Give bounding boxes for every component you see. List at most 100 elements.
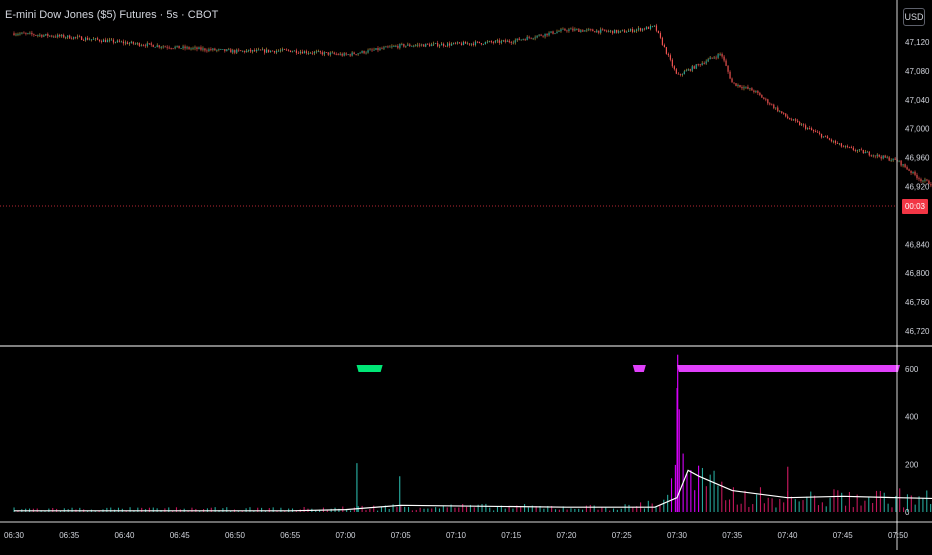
candle-body [620, 31, 621, 32]
volume-bar [617, 510, 618, 512]
volume-tick-label: 200 [905, 460, 919, 469]
candle-body [676, 69, 677, 74]
candle-body [234, 50, 235, 53]
volume-bar [748, 507, 749, 512]
candle-body [427, 44, 428, 45]
candle-body [626, 32, 627, 33]
volume-bar [412, 510, 413, 512]
candle-body [704, 63, 705, 64]
candle-body [449, 43, 450, 45]
candle-body [576, 29, 577, 30]
candle-body [361, 51, 362, 53]
candle-body [15, 35, 16, 36]
candle-body [278, 51, 279, 52]
candle-body [493, 42, 494, 43]
candle-body [318, 51, 319, 52]
volume-bar [408, 507, 409, 512]
candle-body [578, 29, 579, 32]
candle-body [817, 132, 818, 133]
candle-body [542, 36, 543, 37]
candle-body [19, 34, 20, 35]
candle-body [431, 44, 432, 46]
candle-body [288, 50, 289, 51]
volume-bar [594, 506, 595, 512]
candle-body [801, 124, 802, 125]
candle-body [805, 125, 806, 129]
candle-body [143, 45, 144, 46]
candle-body [123, 42, 124, 44]
volume-bar [64, 508, 65, 512]
time-tick-label: 06:55 [280, 531, 301, 540]
candle-body [628, 31, 629, 32]
candle-body [375, 48, 376, 50]
candle-body [729, 72, 730, 79]
candle-body [328, 52, 329, 54]
volume-bar [644, 508, 645, 512]
candle-body [385, 47, 386, 48]
candle-body [113, 40, 114, 43]
candle-body [21, 33, 22, 34]
volume-bar [269, 508, 270, 512]
candle-body [644, 29, 645, 30]
candle-body [841, 143, 842, 146]
volume-bar [663, 500, 664, 512]
volume-bar [725, 500, 726, 512]
candle-body [811, 128, 812, 130]
candle-body [568, 29, 569, 31]
candle-body [340, 54, 341, 55]
volume-bar [686, 474, 687, 512]
volume-bar [884, 493, 885, 512]
candle-body [773, 105, 774, 109]
candle-body [688, 69, 689, 70]
candle-body [825, 136, 826, 137]
candle-body [606, 31, 607, 32]
candle-body [423, 45, 424, 47]
candle-body [256, 50, 257, 51]
candle-body [761, 95, 762, 98]
candle-body [258, 50, 259, 51]
candle-body [572, 29, 573, 31]
candle-body [176, 46, 177, 47]
volume-bar [625, 504, 626, 512]
candle-body [41, 35, 42, 37]
candle-body [827, 136, 828, 138]
candle-body [451, 44, 452, 46]
candle-body [831, 140, 832, 142]
symbol-title: E-mini Dow Jones ($5) Futures · 5s · CBO… [5, 9, 218, 21]
volume-bar [845, 506, 846, 512]
candle-body [741, 87, 742, 88]
candle-body [797, 121, 798, 122]
candle-body [135, 44, 136, 45]
candle-body [240, 50, 241, 51]
candle-body [354, 53, 355, 55]
volume-bar [791, 497, 792, 512]
candle-body [554, 33, 555, 34]
candle-body [710, 58, 711, 60]
candle-body [226, 49, 227, 51]
time-tick-label: 07:35 [722, 531, 743, 540]
candle-body [702, 63, 703, 65]
candle-body [300, 52, 301, 53]
volume-spike-bar [677, 388, 678, 512]
candle-body [178, 46, 179, 49]
volume-bar [632, 507, 633, 512]
currency-button[interactable]: USD [903, 8, 925, 26]
candle-body [473, 44, 474, 45]
candle-body [357, 53, 358, 54]
candle-body [869, 152, 870, 155]
volume-bar [690, 470, 691, 512]
candle-body [538, 35, 539, 36]
candle-body [459, 42, 460, 43]
volume-bar [505, 509, 506, 512]
candle-body [344, 53, 345, 55]
time-tick-label: 07:45 [833, 531, 854, 540]
volume-bar [806, 497, 807, 512]
price-tick-label: 46,920 [905, 183, 930, 192]
candle-body [908, 169, 909, 170]
candle-body [632, 29, 633, 32]
volume-bar [304, 507, 305, 512]
candle-body [401, 44, 402, 45]
candle-body [501, 41, 502, 43]
